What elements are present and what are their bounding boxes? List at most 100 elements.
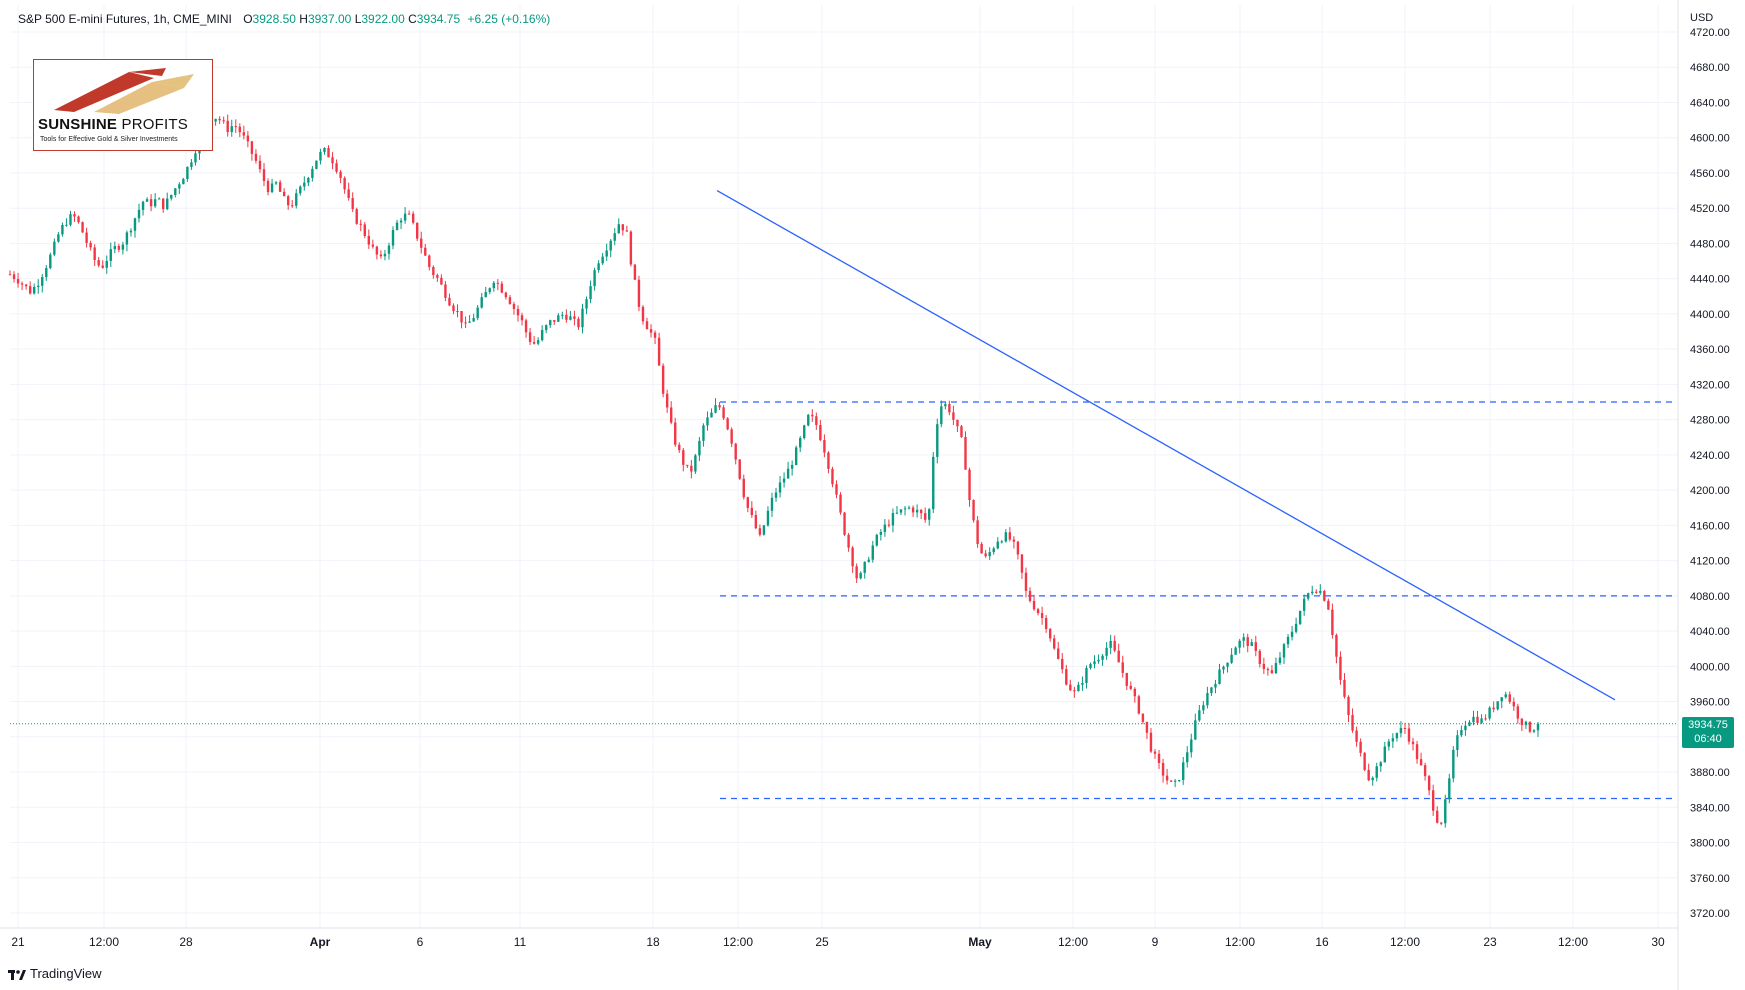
candle-body	[1464, 725, 1467, 731]
candle-body	[480, 297, 483, 308]
candle-body	[1254, 642, 1257, 651]
candle-body	[823, 440, 826, 453]
tradingview-branding[interactable]: TradingView	[8, 966, 102, 981]
candle-body	[1109, 640, 1112, 648]
candle-body	[335, 163, 338, 172]
candle-body	[794, 447, 798, 465]
candle-body	[1444, 799, 1447, 824]
candle-body	[101, 265, 104, 268]
candle-body	[1250, 642, 1253, 646]
candle-body	[113, 246, 117, 250]
x-tick-label: 12:00	[723, 935, 753, 949]
candle-body	[323, 148, 326, 152]
candle-body	[996, 541, 999, 549]
candle-body	[371, 244, 375, 247]
candle-body	[827, 452, 830, 469]
candle-body	[1085, 668, 1088, 683]
sunshine-profits-logo: SUNSHINE PROFITS Tools for Effective Gol…	[33, 59, 213, 151]
candle-body	[85, 232, 88, 243]
candle-body	[1440, 822, 1443, 824]
candle-body	[1403, 728, 1407, 730]
candle-body	[1496, 701, 1499, 710]
candle-body	[395, 222, 399, 230]
candle-body	[1190, 739, 1193, 753]
candle-body	[266, 180, 270, 193]
x-tick-label: 12:00	[1558, 935, 1588, 949]
candle-body	[1198, 710, 1201, 721]
candle-body	[49, 254, 52, 269]
candle-body	[1036, 609, 1040, 614]
y-tick-label: 4600.00	[1690, 133, 1730, 145]
tradingview-label: TradingView	[30, 966, 102, 981]
candle-body	[1020, 554, 1024, 573]
candle-body	[766, 510, 770, 526]
high-label: H	[299, 12, 308, 26]
candle-body	[1331, 609, 1334, 635]
open-value: 3928.50	[252, 12, 296, 26]
candle-body	[1500, 697, 1503, 702]
candle-body	[1343, 679, 1346, 697]
candle-body	[1210, 687, 1213, 694]
candle-body	[1242, 637, 1245, 641]
candle-body	[956, 419, 959, 427]
candle-body	[89, 242, 92, 248]
candle-body	[222, 120, 225, 122]
candle-body	[129, 230, 133, 233]
last-price-value: 3934.75	[1688, 719, 1728, 731]
candle-body	[81, 222, 84, 233]
candle-body	[282, 191, 286, 197]
candle-body	[1214, 684, 1217, 688]
symbol-legend[interactable]: S&P 500 E-mini Futures, 1h, CME_MINI O39…	[18, 12, 550, 26]
candle-body	[1141, 713, 1145, 722]
candle-body	[625, 230, 629, 232]
candle-body	[1411, 741, 1415, 745]
candle-body	[690, 465, 693, 472]
candle-body	[1137, 696, 1141, 714]
candle-body	[694, 455, 697, 472]
candle-body	[1012, 539, 1016, 542]
candle-body	[686, 464, 689, 466]
y-tick-label: 4120.00	[1690, 556, 1730, 568]
candle-body	[286, 196, 290, 206]
y-tick-label: 4040.00	[1690, 626, 1730, 638]
candle-body	[1121, 662, 1124, 673]
candle-body	[633, 264, 637, 280]
candle-body	[649, 329, 653, 333]
candle-body	[1186, 752, 1189, 763]
candle-body	[629, 231, 633, 265]
candle-body	[1367, 769, 1370, 781]
candle-body	[1319, 590, 1322, 593]
candle-body	[258, 160, 262, 170]
candle-body	[754, 515, 758, 529]
candle-body	[553, 320, 556, 322]
y-tick-label: 3880.00	[1690, 767, 1730, 779]
candle-body	[1302, 598, 1306, 611]
candle-body	[105, 260, 108, 268]
candle-body	[178, 184, 181, 189]
candle-body	[452, 305, 455, 312]
candle-body	[932, 456, 935, 510]
x-tick-label: 25	[815, 935, 829, 949]
candle-body	[1427, 776, 1431, 791]
candle-body	[928, 509, 931, 520]
candle-body	[661, 365, 665, 394]
candle-body	[899, 509, 903, 513]
candle-body	[1262, 663, 1266, 669]
candle-body	[573, 316, 576, 319]
logo-tagline: Tools for Effective Gold & Silver Invest…	[40, 136, 178, 143]
candle-body	[117, 246, 121, 250]
currency-label[interactable]: USD	[1690, 12, 1714, 24]
candle-body	[863, 561, 866, 573]
candle-body	[327, 148, 330, 158]
candle-body	[972, 500, 975, 521]
candle-body	[1472, 716, 1475, 723]
candle-body	[782, 478, 786, 483]
change-value: +6.25 (+0.16%)	[467, 12, 551, 26]
candle-body	[194, 153, 197, 163]
candle-body	[347, 189, 350, 198]
candle-body	[37, 285, 40, 287]
candle-body	[496, 282, 500, 284]
candle-body	[1363, 752, 1366, 770]
candle-body	[1476, 716, 1479, 723]
